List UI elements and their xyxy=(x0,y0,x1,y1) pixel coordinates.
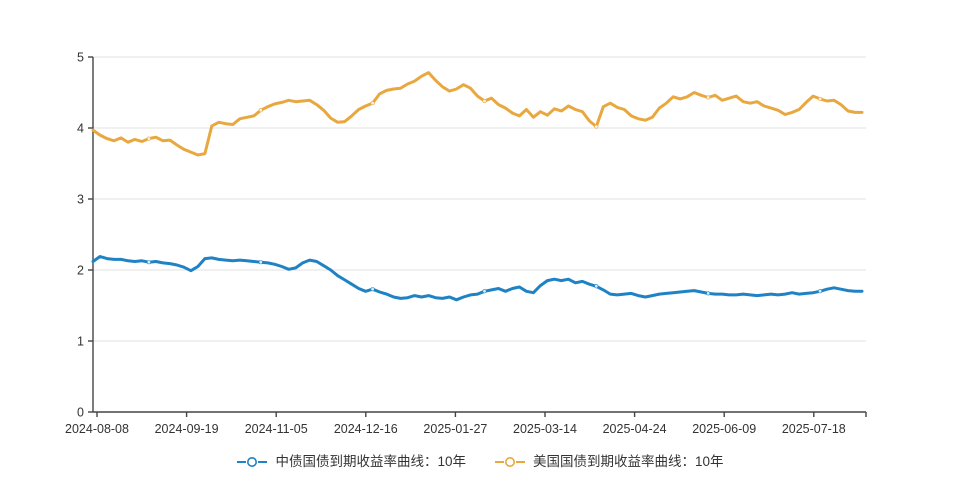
series-line-china-bond-10y[interactable] xyxy=(91,255,864,302)
x-tick-label-2024-09-19: 2024-09-19 xyxy=(155,422,219,436)
data-point-marker-us-bond-10y[interactable] xyxy=(146,136,151,141)
x-tick-label-2025-06-09: 2025-06-09 xyxy=(692,422,756,436)
data-point-marker-china-bond-10y[interactable] xyxy=(370,287,375,292)
data-point-marker-us-bond-10y[interactable] xyxy=(818,96,823,101)
data-point-marker-us-bond-10y[interactable] xyxy=(482,99,487,104)
x-tick-label-2025-01-27: 2025-01-27 xyxy=(423,422,487,436)
legend-label-us-bond: 美国国债到期收益率曲线：10年 xyxy=(533,454,724,469)
y-tick-label-3: 3 xyxy=(77,193,84,207)
data-point-marker-us-bond-10y[interactable] xyxy=(594,124,599,129)
y-tick-label-0: 0 xyxy=(77,406,84,420)
data-point-marker-china-bond-10y[interactable] xyxy=(258,260,263,265)
x-tick-label-2025-04-24: 2025-04-24 xyxy=(603,422,667,436)
x-tick-label-2024-12-16: 2024-12-16 xyxy=(334,422,398,436)
chart-legend: 中债国债到期收益率曲线：10年 美国国债到期收益率曲线：10年 xyxy=(0,451,960,473)
data-point-marker-us-bond-10y[interactable] xyxy=(370,101,375,106)
line-marker-icon xyxy=(237,457,268,467)
y-tick-label-4: 4 xyxy=(77,122,84,136)
x-tick-label-2025-07-18: 2025-07-18 xyxy=(782,422,846,436)
data-point-marker-china-bond-10y[interactable] xyxy=(706,291,711,296)
line-marker-icon xyxy=(495,457,525,467)
data-point-marker-us-bond-10y[interactable] xyxy=(258,108,263,113)
y-tick-label-2: 2 xyxy=(77,264,84,278)
data-point-marker-china-bond-10y[interactable] xyxy=(818,289,823,294)
data-point-marker-china-bond-10y[interactable] xyxy=(482,289,487,294)
data-point-marker-us-bond-10y[interactable] xyxy=(706,95,711,100)
chart-canvas[interactable]: 0 1 2 3 4 5 2024-08-08 2024-09-19 2024-11-05 2024… xyxy=(0,0,960,448)
legend-item-china-bond-10y[interactable]: 中债国债到期收益率曲线：10年 xyxy=(236,451,466,473)
x-tick-label-2024-11-05: 2024-11-05 xyxy=(245,422,308,436)
y-tick-label-5: 5 xyxy=(77,51,84,65)
y-tick-label-1: 1 xyxy=(77,335,84,349)
legend-item-us-bond-10y[interactable]: 美国国债到期收益率曲线：10年 xyxy=(494,451,724,473)
data-point-marker-china-bond-10y[interactable] xyxy=(146,260,151,265)
legend-label-china-bond: 中债国债到期收益率曲线：10年 xyxy=(275,454,466,469)
series-line-us-bond-10y[interactable] xyxy=(91,71,864,157)
data-point-marker-china-bond-10y[interactable] xyxy=(594,284,599,289)
x-tick-label-2024-08-08: 2024-08-08 xyxy=(65,422,129,436)
x-tick-label-2025-03-14: 2025-03-14 xyxy=(513,422,577,436)
